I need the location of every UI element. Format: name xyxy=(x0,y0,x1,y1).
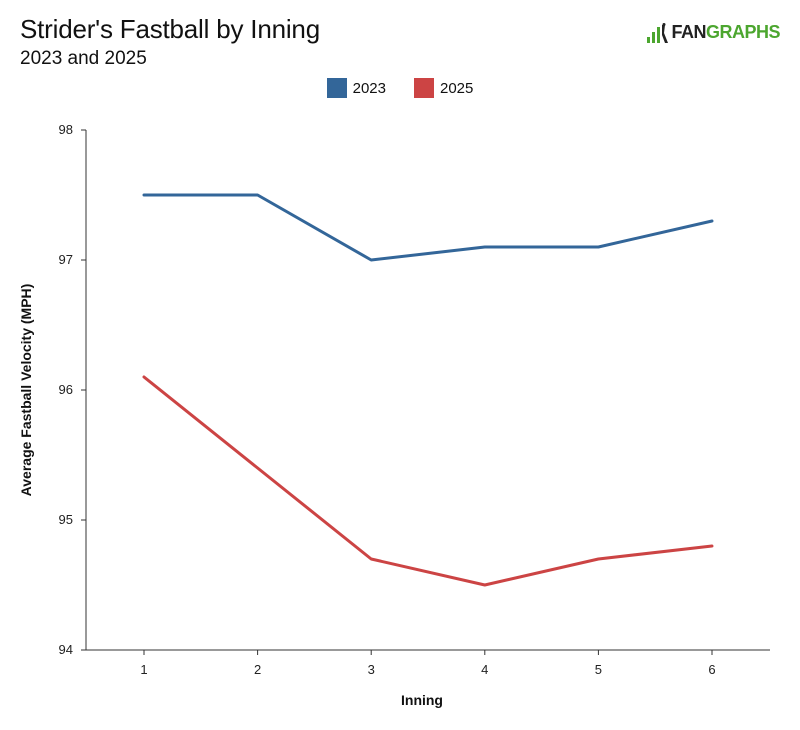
legend-label-2023: 2023 xyxy=(352,79,386,97)
y-tick-label: 94 xyxy=(59,642,73,657)
y-tick-label: 97 xyxy=(59,252,73,267)
y-tick-label: 96 xyxy=(59,382,73,397)
y-tick-label: 98 xyxy=(59,122,73,137)
legend-label-2025: 2025 xyxy=(440,79,474,97)
legend-item-2025[interactable]: 2025 xyxy=(414,78,473,98)
chart-legend: 2023 2025 xyxy=(0,78,800,98)
y-tick-label: 95 xyxy=(59,512,73,527)
series-line-2023 xyxy=(142,193,714,262)
legend-swatch-2023 xyxy=(326,78,347,98)
fangraphs-logo-icon xyxy=(647,22,669,43)
x-tick-label: 6 xyxy=(708,662,715,677)
chart-subtitle: 2023 and 2025 xyxy=(20,48,147,69)
logo-text-graphs: GRAPHS xyxy=(705,22,781,42)
legend-item-2023[interactable]: 2023 xyxy=(326,78,386,98)
x-tick-label: 5 xyxy=(595,662,602,677)
series-line-2025 xyxy=(142,375,714,587)
legend-swatch-2025 xyxy=(414,78,434,98)
x-tick-label: 3 xyxy=(368,662,375,677)
x-tick-label: 1 xyxy=(140,662,147,677)
y-axis-title: Average Fastball Velocity (MPH) xyxy=(18,284,34,497)
x-tick-label: 2 xyxy=(254,662,261,677)
logo-text-fan: FAN xyxy=(671,22,706,42)
fangraphs-logo: FAN GRAPHS xyxy=(647,22,781,43)
x-axis-title: Inning xyxy=(401,692,443,708)
x-tick-label: 4 xyxy=(481,662,488,677)
chart-title: Strider's Fastball by Inning xyxy=(20,14,320,44)
